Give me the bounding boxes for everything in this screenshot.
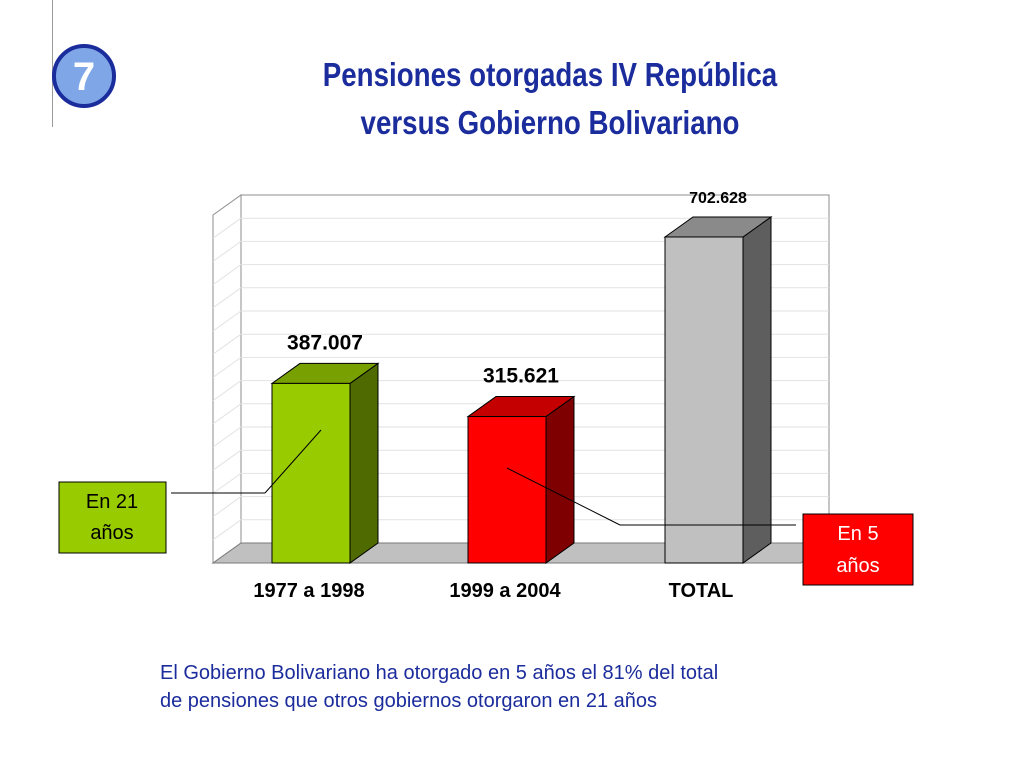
- chart-gridline-side: [212, 287, 242, 309]
- bar-side-0: [349, 362, 379, 564]
- chart-gridline-side: [212, 426, 242, 448]
- bar-value-label-1: 315.621: [483, 365, 559, 388]
- chart-gridline-side: [212, 217, 242, 239]
- chart-bars: 387.007 1977 a 1998 315.621 1999 a 2004 702.…: [253, 190, 773, 602]
- chart-callouts: En 21 años En 5 años: [58, 429, 914, 586]
- callout-right-leader-diagonal: [506, 467, 621, 526]
- callout-right-line1: En 5: [837, 523, 878, 545]
- bar-side-2: [742, 216, 772, 564]
- chart-gridline-side: [212, 449, 242, 471]
- slide-number: 7: [73, 55, 95, 99]
- summary-note-line1: El Gobierno Bolivariano ha otorgado en 5…: [160, 662, 719, 684]
- chart-gridline-side: [212, 310, 242, 332]
- callout-right-box: [802, 513, 914, 586]
- bar-0: [271, 382, 351, 564]
- chart-gridline-side: [212, 333, 242, 355]
- bar-side-1: [545, 395, 575, 564]
- slide-title-line2: versus Gobierno Bolivariano: [360, 104, 740, 141]
- summary-note-line2: de pensiones que otros gobiernos otorgar…: [160, 690, 658, 712]
- chart-gridline-side: [212, 240, 242, 262]
- chart-gridline-side: [212, 519, 242, 541]
- callout-left-line1: En 21: [86, 491, 138, 513]
- chart-side-wall: [212, 194, 242, 564]
- bar-1: [467, 416, 547, 564]
- summary-note: El Gobierno Bolivariano ha otorgado en 5…: [160, 659, 920, 715]
- slide-divider-line: [52, 0, 53, 127]
- bar-value-label-2: 702.628: [689, 190, 747, 207]
- chart-gridline-side: [212, 472, 242, 494]
- chart-gridline-side: [212, 264, 242, 286]
- callout-left-box: [58, 481, 167, 554]
- slide-title-line1: Pensiones otorgadas IV República: [322, 56, 778, 93]
- bar-value-label-0: 387.007: [287, 331, 363, 354]
- chart-gridline-side: [212, 403, 242, 425]
- callout-left-line2: años: [90, 522, 133, 544]
- chart-gridline-side: [212, 356, 242, 378]
- slide-number-badge: 7: [52, 44, 116, 108]
- callout-right-line2: años: [836, 555, 879, 577]
- x-tick-label-1: 1999 a 2004: [449, 580, 561, 602]
- bar-2: [664, 236, 744, 564]
- chart-gridline-side: [212, 380, 242, 402]
- x-tick-label-2: TOTAL: [669, 580, 734, 602]
- callout-left-leader-diagonal: [264, 429, 322, 494]
- chart-gridline-side: [212, 496, 242, 518]
- x-tick-label-0: 1977 a 1998: [253, 580, 364, 602]
